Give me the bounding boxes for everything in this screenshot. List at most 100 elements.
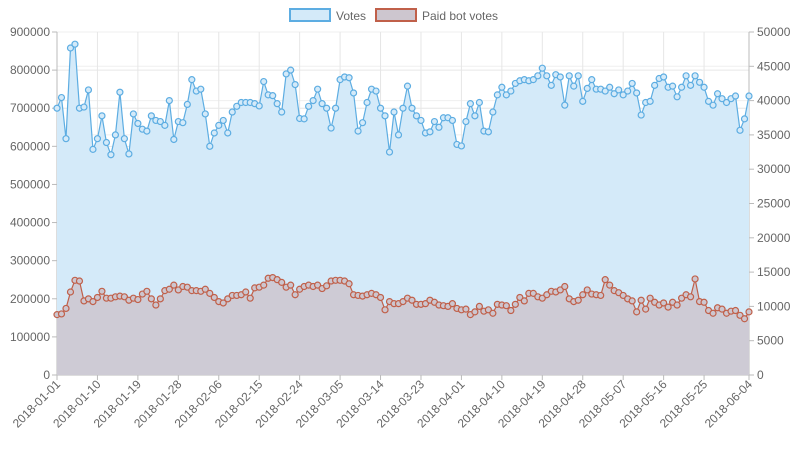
data-point[interactable] — [615, 86, 623, 94]
data-point[interactable] — [498, 83, 506, 91]
data-point[interactable] — [700, 298, 708, 306]
data-point[interactable] — [197, 85, 205, 93]
data-point[interactable] — [637, 296, 645, 304]
data-point[interactable] — [633, 308, 641, 316]
data-point[interactable] — [278, 278, 286, 286]
data-point[interactable] — [435, 123, 443, 131]
data-point[interactable] — [201, 285, 209, 293]
data-point[interactable] — [588, 76, 596, 84]
data-point[interactable] — [57, 310, 66, 318]
data-point[interactable] — [260, 77, 268, 86]
data-point[interactable] — [246, 294, 254, 302]
data-point[interactable] — [354, 127, 362, 135]
data-point[interactable] — [507, 87, 515, 95]
data-point[interactable] — [574, 296, 582, 304]
data-point[interactable] — [502, 302, 510, 310]
data-point[interactable] — [363, 98, 371, 107]
data-point[interactable] — [129, 110, 137, 118]
data-point[interactable] — [376, 293, 385, 302]
data-point[interactable] — [98, 112, 106, 120]
data-point[interactable] — [475, 302, 483, 310]
data-point[interactable] — [579, 291, 587, 299]
data-point[interactable] — [107, 151, 115, 159]
data-point[interactable] — [430, 117, 439, 126]
data-point[interactable] — [673, 93, 681, 101]
data-point[interactable] — [462, 117, 470, 126]
data-point[interactable] — [646, 294, 654, 302]
data-point[interactable] — [345, 74, 353, 82]
data-point[interactable] — [673, 301, 681, 309]
data-point[interactable] — [489, 108, 497, 116]
data-point[interactable] — [529, 76, 537, 84]
data-point[interactable] — [628, 79, 636, 88]
data-point[interactable] — [677, 83, 686, 91]
data-point[interactable] — [740, 315, 749, 323]
data-point[interactable] — [740, 115, 749, 123]
data-point[interactable] — [601, 276, 609, 284]
data-point[interactable] — [619, 91, 627, 99]
data-point[interactable] — [606, 281, 614, 289]
data-point[interactable] — [314, 85, 322, 93]
data-point[interactable] — [466, 100, 474, 108]
data-point[interactable] — [709, 101, 717, 109]
data-point[interactable] — [417, 116, 425, 125]
data-point[interactable] — [561, 282, 569, 291]
data-point[interactable] — [156, 117, 164, 126]
data-point[interactable] — [448, 116, 457, 125]
data-point[interactable] — [686, 293, 695, 301]
data-point[interactable] — [691, 72, 699, 80]
data-point[interactable] — [624, 87, 632, 95]
data-point[interactable] — [502, 91, 510, 99]
data-point[interactable] — [520, 297, 528, 305]
data-point[interactable] — [179, 119, 187, 127]
data-point[interactable] — [66, 44, 75, 52]
data-point[interactable] — [53, 104, 61, 112]
data-point[interactable] — [489, 309, 497, 317]
data-point[interactable] — [62, 304, 70, 313]
data-point[interactable] — [323, 282, 331, 290]
data-point[interactable] — [381, 306, 389, 314]
data-point[interactable] — [543, 72, 551, 80]
data-point[interactable] — [704, 97, 713, 105]
data-point[interactable] — [709, 309, 717, 317]
data-point[interactable] — [664, 303, 672, 311]
data-point[interactable] — [219, 116, 227, 125]
data-point[interactable] — [120, 135, 129, 143]
data-point[interactable] — [170, 281, 178, 289]
data-point[interactable] — [273, 100, 281, 108]
data-point[interactable] — [574, 72, 582, 80]
data-point[interactable] — [323, 104, 331, 112]
legend-item-paid-bot-votes[interactable]: Paid bot votes — [375, 8, 498, 23]
data-point[interactable] — [534, 72, 542, 80]
data-point[interactable] — [210, 129, 218, 137]
data-point[interactable] — [583, 84, 591, 93]
data-point[interactable] — [291, 80, 299, 89]
data-point[interactable] — [287, 66, 295, 74]
data-point[interactable] — [345, 280, 353, 288]
data-point[interactable] — [556, 73, 564, 81]
data-point[interactable] — [305, 102, 313, 110]
data-point[interactable] — [358, 119, 367, 127]
data-point[interactable] — [102, 138, 111, 147]
data-point[interactable] — [255, 102, 263, 110]
data-point[interactable] — [318, 100, 326, 108]
data-point[interactable] — [471, 112, 479, 120]
data-point[interactable] — [62, 135, 70, 143]
data-point[interactable] — [547, 81, 555, 89]
data-point[interactable] — [57, 93, 66, 102]
data-point[interactable] — [161, 121, 169, 129]
data-point[interactable] — [147, 112, 155, 120]
data-point[interactable] — [695, 78, 704, 86]
data-point[interactable] — [134, 295, 142, 304]
data-point[interactable] — [408, 104, 416, 112]
data-point[interactable] — [731, 306, 740, 315]
data-point[interactable] — [637, 111, 645, 119]
data-point[interactable] — [111, 131, 120, 139]
data-point[interactable] — [98, 287, 106, 295]
data-point[interactable] — [224, 129, 232, 137]
data-point[interactable] — [601, 87, 609, 95]
data-point[interactable] — [125, 150, 133, 158]
data-point[interactable] — [134, 119, 142, 128]
data-point[interactable] — [686, 81, 695, 89]
data-point[interactable] — [165, 96, 173, 105]
